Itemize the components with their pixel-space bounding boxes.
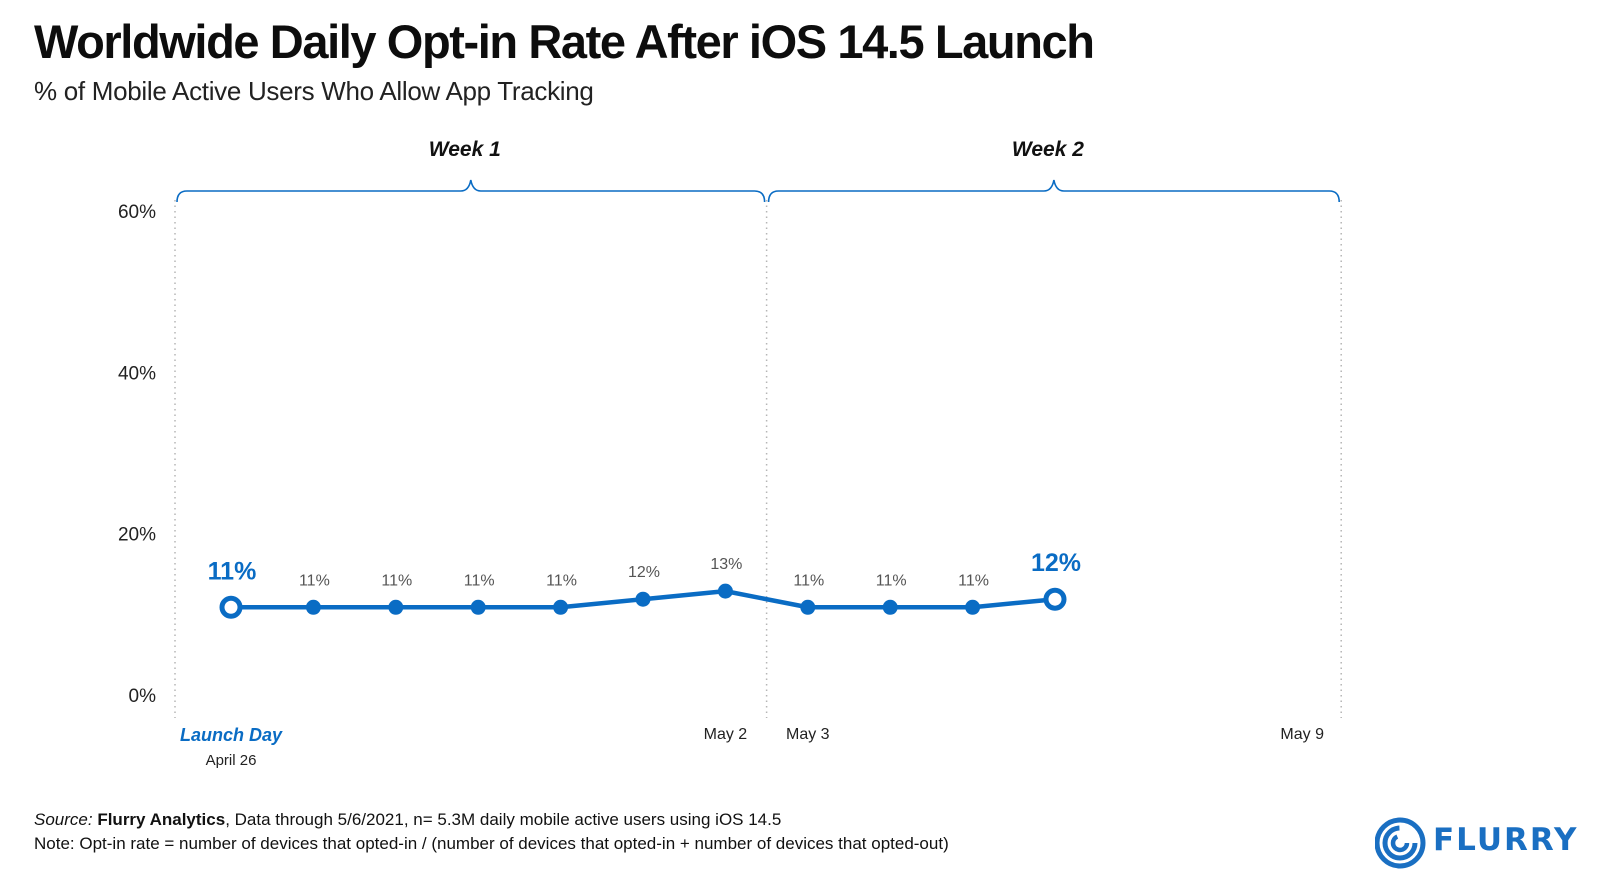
x-tick-label: May 2 [704, 726, 748, 743]
data-point [305, 599, 321, 615]
y-tick-label: 0% [129, 686, 157, 707]
data-label: 11% [958, 572, 989, 589]
data-point [965, 599, 981, 615]
data-label-highlight: 12% [1031, 549, 1081, 577]
data-point [635, 591, 651, 607]
data-label: 11% [876, 572, 907, 589]
y-tick-label: 20% [118, 525, 156, 546]
flurry-swirl-icon [1375, 817, 1426, 869]
y-tick-label: 60% [118, 202, 156, 223]
flurry-logo: FLURRY [1375, 816, 1585, 872]
source-label: Source: [34, 810, 93, 829]
source-name: Flurry Analytics [97, 810, 226, 829]
data-point [553, 599, 569, 615]
week-brace [176, 179, 766, 203]
data-point [470, 599, 486, 615]
data-label-highlight: 11% [208, 557, 257, 585]
week-label: Week 2 [1012, 138, 1084, 161]
footer: Source: Flurry Analytics, Data through 5… [34, 808, 949, 856]
launch-date-label: April 26 [206, 752, 257, 769]
data-point-highlight [219, 595, 243, 619]
data-label: 11% [793, 572, 824, 589]
week-label: Week 1 [429, 138, 501, 161]
flurry-wordmark: FLURRY [1433, 822, 1579, 858]
y-tick-label: 40% [118, 363, 156, 384]
chart-subtitle: % of Mobile Active Users Who Allow App T… [34, 76, 594, 106]
data-label: 12% [628, 564, 660, 581]
data-label: 13% [710, 556, 742, 573]
data-point [882, 599, 898, 615]
data-label: 11% [299, 572, 330, 589]
note-line: Note: Opt-in rate = number of devices th… [34, 834, 949, 853]
x-tick-label: May 3 [786, 726, 830, 743]
x-tick-label: May 9 [1280, 726, 1324, 743]
data-point-highlight [1043, 587, 1067, 611]
week-brace [767, 179, 1340, 203]
data-label: 11% [464, 572, 495, 589]
chart-title: Worldwide Daily Opt-in Rate After iOS 14… [34, 15, 1095, 68]
data-label: 11% [546, 572, 577, 589]
data-point [800, 599, 816, 615]
data-label: 11% [381, 572, 412, 589]
data-point [388, 599, 404, 615]
data-point [717, 583, 733, 599]
launch-day-label: Launch Day [180, 725, 283, 745]
line-chart: 0% 20% 40% 60% Week 1 Week 2 11% 11% 11% 11% 11% 12… [118, 138, 1342, 769]
source-line: Source: Flurry Analytics, Data through 5… [34, 808, 949, 832]
source-details: , Data through 5/6/2021, n= 5.3M daily m… [225, 810, 782, 829]
